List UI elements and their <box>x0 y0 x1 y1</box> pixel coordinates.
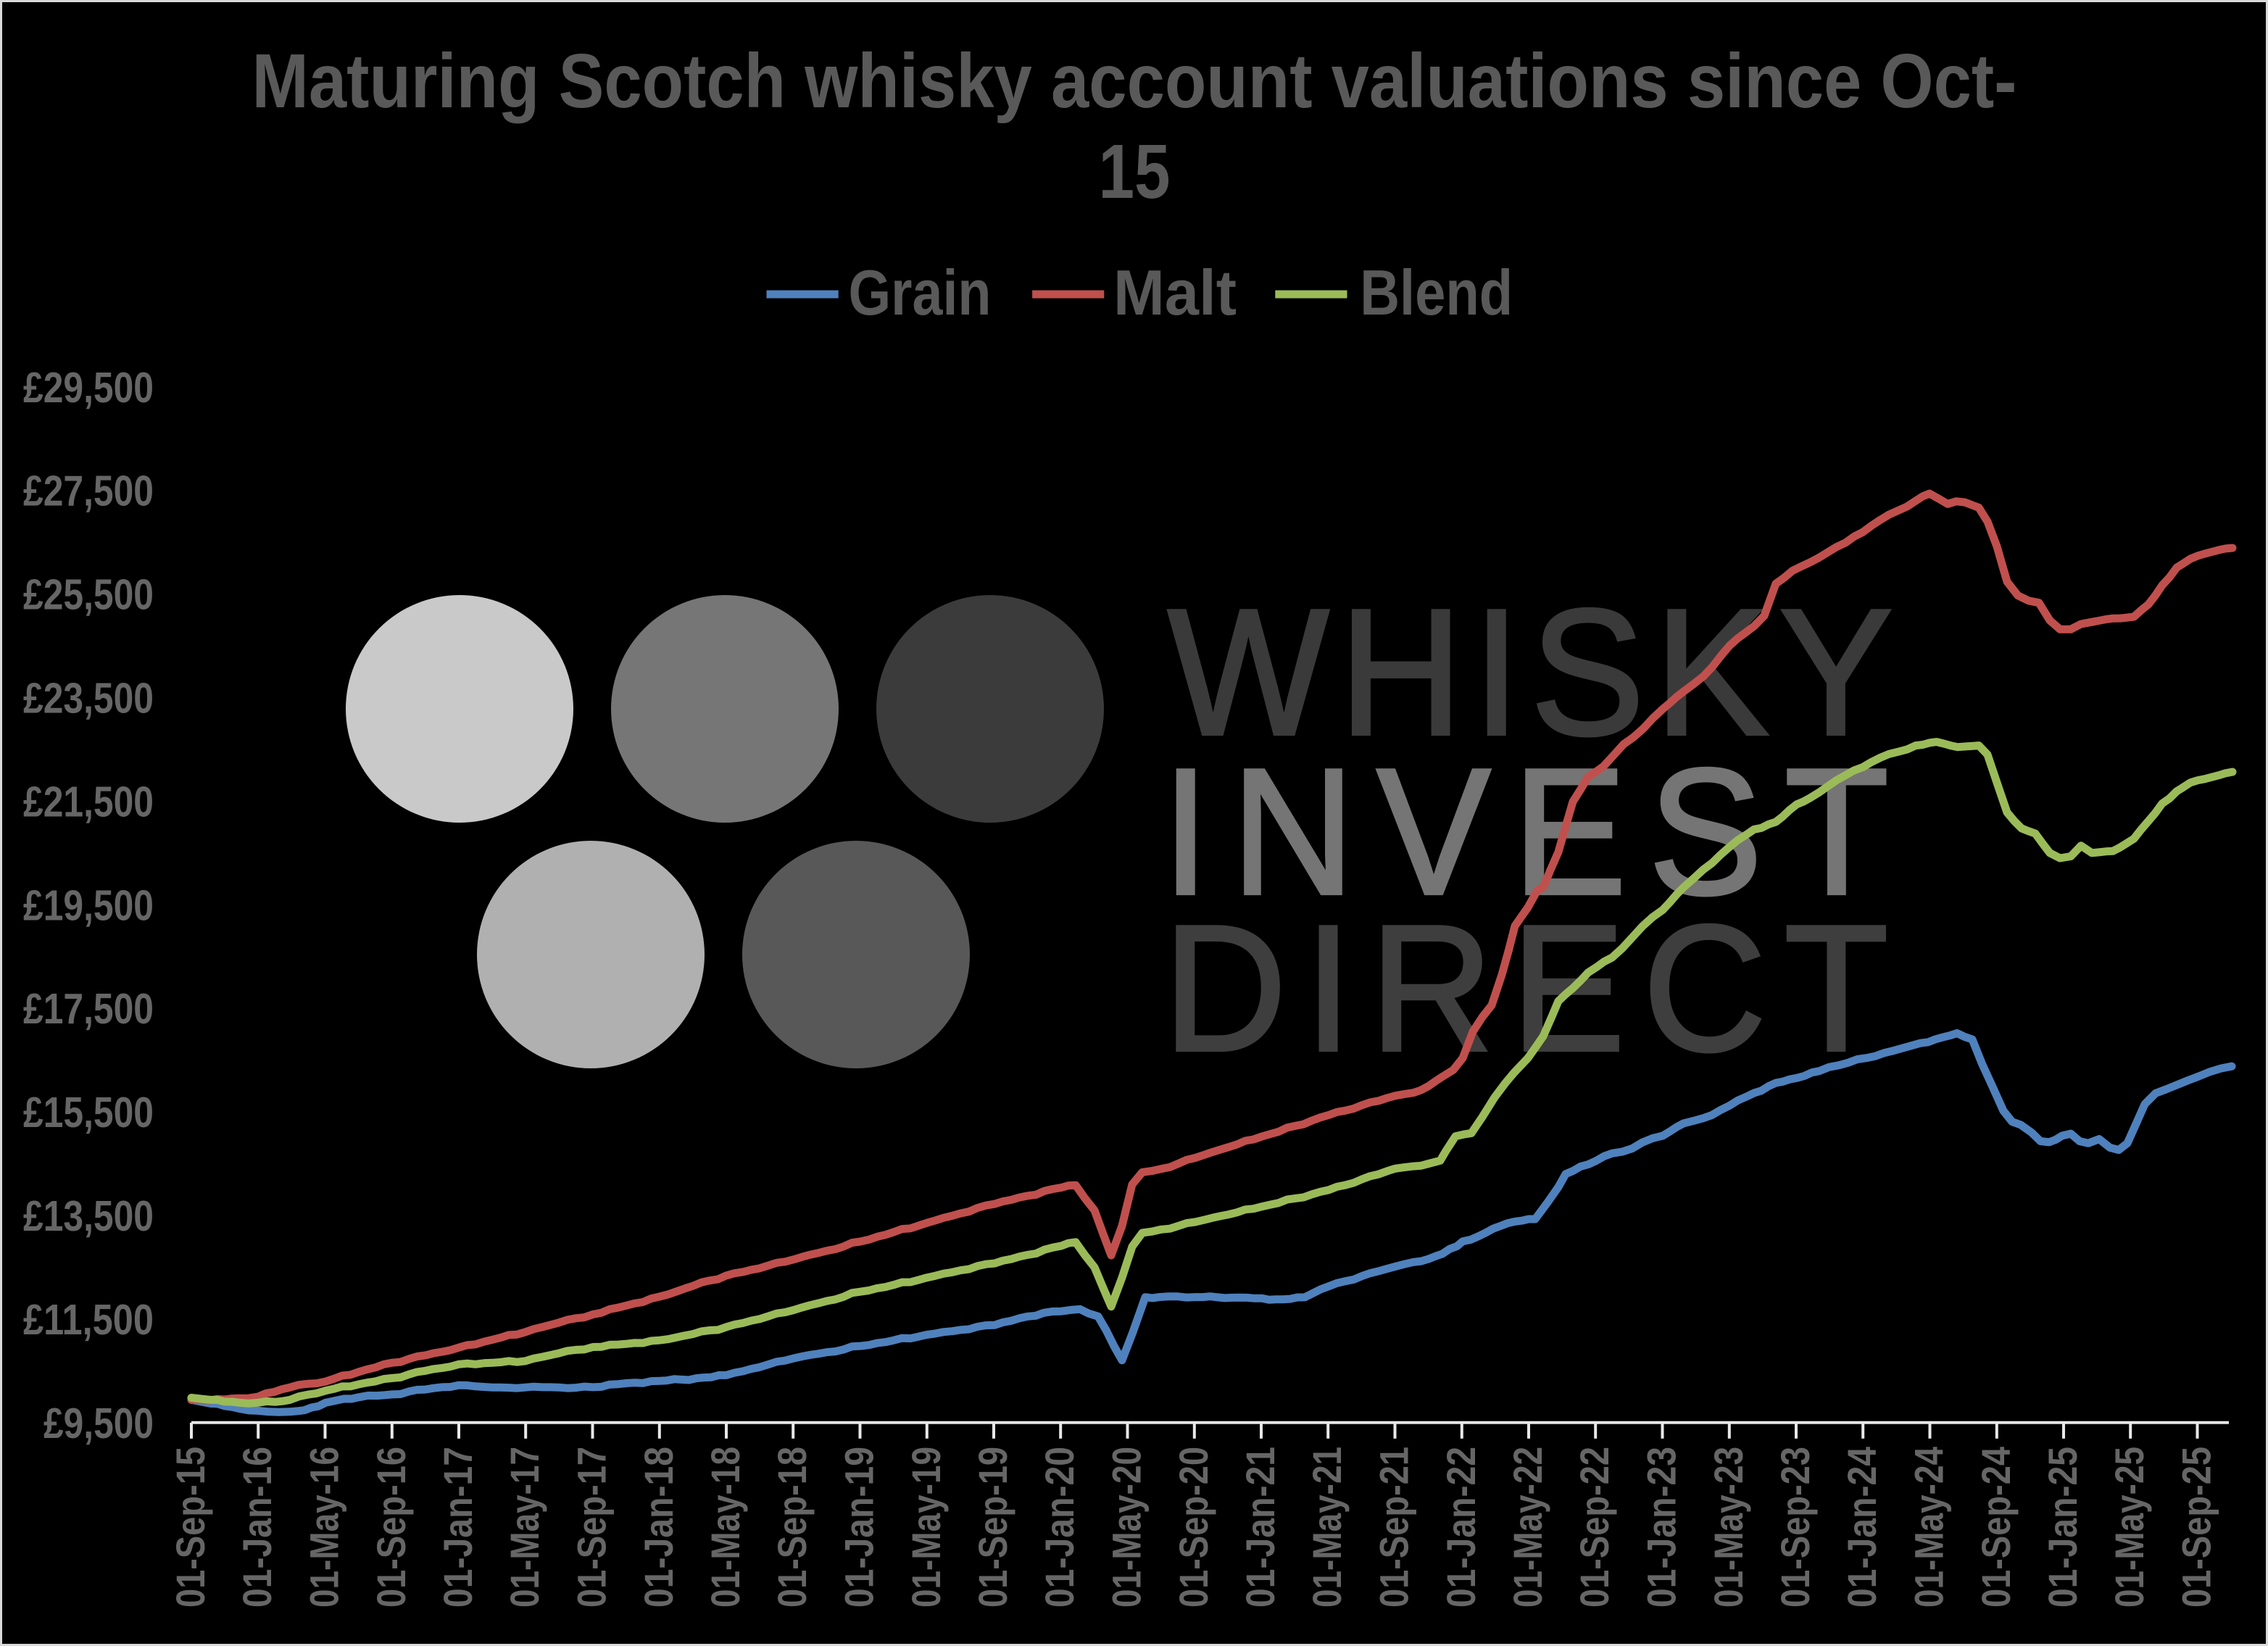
svg-text:INVEST: INVEST <box>1162 731 1911 932</box>
svg-text:01-Sep-15: 01-Sep-15 <box>167 1447 213 1608</box>
svg-text:01-Sep-16: 01-Sep-16 <box>368 1447 414 1608</box>
svg-text:£11,500: £11,500 <box>23 1296 154 1344</box>
svg-text:01-Jan-19: 01-Jan-19 <box>836 1447 882 1608</box>
svg-text:£27,500: £27,500 <box>23 467 154 515</box>
svg-text:01-Jan-23: 01-Jan-23 <box>1639 1447 1685 1608</box>
svg-text:01-May-20: 01-May-20 <box>1104 1447 1150 1608</box>
svg-text:01-May-25: 01-May-25 <box>2106 1447 2152 1608</box>
svg-text:£29,500: £29,500 <box>23 364 154 412</box>
svg-text:01-Jan-24: 01-Jan-24 <box>1839 1447 1885 1608</box>
svg-text:01-Sep-18: 01-Sep-18 <box>769 1447 815 1608</box>
svg-text:01-May-19: 01-May-19 <box>903 1447 949 1608</box>
svg-text:01-Jan-16: 01-Jan-16 <box>234 1447 280 1608</box>
svg-text:01-Sep-20: 01-Sep-20 <box>1171 1447 1216 1608</box>
svg-text:01-Sep-19: 01-Sep-19 <box>970 1447 1015 1608</box>
svg-text:DIRECT: DIRECT <box>1163 888 1906 1089</box>
svg-text:01-May-16: 01-May-16 <box>302 1447 347 1608</box>
svg-text:£21,500: £21,500 <box>23 778 154 826</box>
svg-text:Blend: Blend <box>1360 257 1513 328</box>
svg-text:01-Jan-20: 01-Jan-20 <box>1037 1447 1082 1608</box>
svg-text:01-Jan-17: 01-Jan-17 <box>435 1447 481 1608</box>
svg-text:01-Sep-25: 01-Sep-25 <box>2174 1447 2219 1608</box>
svg-text:01-May-22: 01-May-22 <box>1505 1447 1550 1608</box>
svg-text:£23,500: £23,500 <box>23 675 154 723</box>
svg-text:Maturing Scotch whisky account: Maturing Scotch whisky account valuation… <box>252 38 2017 124</box>
svg-text:£17,500: £17,500 <box>23 985 154 1033</box>
svg-text:01-May-18: 01-May-18 <box>702 1447 748 1608</box>
svg-text:01-May-23: 01-May-23 <box>1706 1447 1751 1608</box>
svg-text:£13,500: £13,500 <box>23 1192 154 1240</box>
svg-text:Grain: Grain <box>849 257 992 328</box>
svg-text:Malt: Malt <box>1113 257 1237 328</box>
svg-text:15: 15 <box>1099 129 1171 215</box>
svg-text:01-Sep-21: 01-Sep-21 <box>1371 1447 1417 1608</box>
svg-text:01-Jan-21: 01-Jan-21 <box>1237 1447 1283 1608</box>
svg-text:01-Sep-23: 01-Sep-23 <box>1772 1447 1818 1608</box>
svg-text:01-Jan-25: 01-Jan-25 <box>2040 1447 2085 1608</box>
svg-text:01-Sep-17: 01-Sep-17 <box>569 1447 615 1608</box>
svg-text:01-May-17: 01-May-17 <box>502 1447 547 1608</box>
svg-text:£15,500: £15,500 <box>23 1089 154 1136</box>
svg-text:01-Sep-22: 01-Sep-22 <box>1571 1447 1617 1608</box>
svg-text:01-Jan-22: 01-Jan-22 <box>1438 1447 1484 1608</box>
svg-text:01-May-21: 01-May-21 <box>1304 1447 1350 1608</box>
svg-text:£19,500: £19,500 <box>23 881 154 929</box>
svg-text:£25,500: £25,500 <box>23 571 154 619</box>
svg-text:01-May-24: 01-May-24 <box>1906 1447 1952 1608</box>
svg-text:£9,500: £9,500 <box>43 1400 154 1447</box>
svg-text:01-Jan-18: 01-Jan-18 <box>636 1447 681 1608</box>
svg-text:01-Sep-24: 01-Sep-24 <box>1973 1447 2019 1608</box>
